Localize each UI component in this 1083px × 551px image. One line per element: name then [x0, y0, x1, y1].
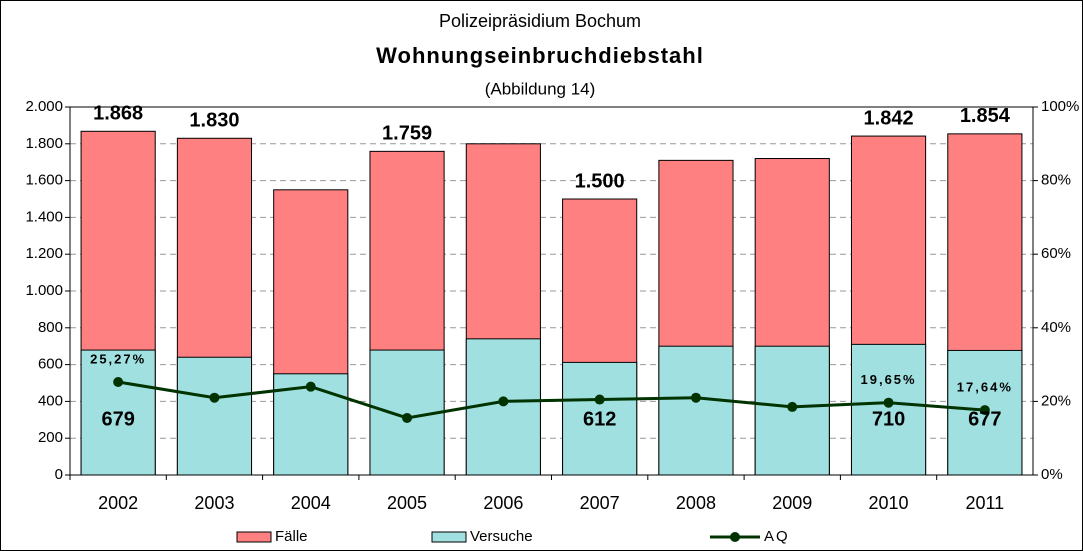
aq-marker [402, 412, 413, 423]
y-tick-label: 1.800 [25, 135, 63, 152]
x-tick-label: 2008 [676, 493, 716, 513]
x-tick-label: 2003 [194, 493, 234, 513]
x-tick-label: 2004 [291, 493, 331, 513]
aq-marker [209, 392, 220, 403]
y2-tick-label: 40% [1041, 319, 1071, 336]
data-label: 1.759 [382, 123, 432, 145]
x-tick-label: 2002 [98, 493, 138, 513]
legend-swatch [236, 531, 272, 543]
y-tick-label: 0 [55, 466, 63, 483]
aq-line [117, 380, 985, 420]
data-label: 25,27% [90, 351, 146, 366]
y2-tick-label: 60% [1041, 245, 1071, 262]
legend-marker [730, 532, 740, 542]
data-label: 677 [968, 408, 1001, 430]
legend-swatch [431, 531, 467, 543]
bar [562, 361, 638, 476]
y-tick-label: 600 [38, 356, 63, 373]
data-label: 1.854 [960, 105, 1011, 127]
y2-tick-label: 80% [1041, 172, 1071, 189]
chart-subtitle: (Abbildung 14) [485, 79, 596, 98]
y2-tick-label: 100% [1041, 98, 1079, 115]
bar [80, 349, 156, 476]
y-tick-label: 200 [38, 429, 63, 446]
data-label: 710 [872, 408, 905, 430]
bar [658, 345, 734, 476]
data-label: 17,64% [957, 380, 1013, 395]
y-tick-label: 400 [38, 392, 63, 409]
aq-marker [787, 401, 798, 412]
data-label: 1.868 [93, 103, 143, 125]
x-tick-label: 2010 [869, 493, 909, 513]
aq-marker [498, 396, 509, 407]
bar [850, 343, 927, 476]
chart-title: Wohnungseinbruchdiebstahl [376, 43, 704, 68]
x-tick-label: 2005 [387, 493, 427, 513]
x-tick-label: 2011 [965, 493, 1004, 513]
data-label: 19,65% [861, 372, 917, 387]
y2-tick-label: 0% [1041, 466, 1063, 483]
data-label: 1.500 [575, 170, 625, 192]
y2-tick-label: 20% [1041, 392, 1071, 409]
aq-marker [979, 405, 990, 416]
legend-label: Fälle [275, 528, 308, 545]
legend-label: AQ [764, 528, 790, 545]
aq-marker [305, 381, 316, 392]
y-tick-label: 2.000 [25, 98, 63, 115]
legend-label: Versuche [470, 528, 533, 545]
aq-marker [690, 392, 701, 403]
chart-header: Polizeipräsidium Bochum [439, 11, 641, 31]
bar [176, 356, 253, 476]
data-label: 679 [101, 408, 134, 430]
data-label: 1.830 [189, 110, 239, 132]
aq-marker [883, 397, 894, 408]
data-label: 1.842 [864, 107, 914, 129]
x-tick-label: 2006 [483, 493, 523, 513]
x-tick-label: 2009 [772, 493, 812, 513]
y-tick-label: 1.600 [25, 172, 63, 189]
y-tick-label: 800 [38, 319, 63, 336]
aq-marker [113, 377, 124, 388]
data-label: 612 [583, 408, 616, 430]
y-tick-label: 1.000 [25, 282, 63, 299]
aq-marker [594, 394, 605, 405]
bar [947, 349, 1023, 476]
x-tick-label: 2007 [580, 493, 620, 513]
y-tick-label: 1.200 [25, 245, 63, 262]
y-tick-label: 1.400 [25, 208, 63, 225]
